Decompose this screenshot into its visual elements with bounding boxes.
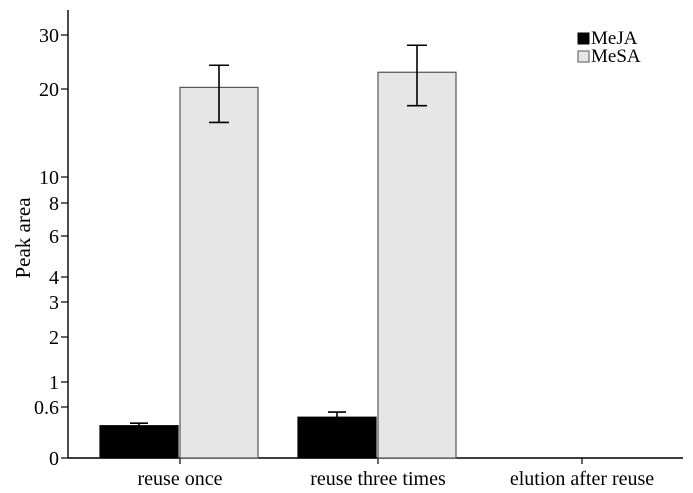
y-tick-label: 2	[49, 327, 59, 349]
y-axis-title: Peak area	[11, 197, 35, 279]
x-category-label: elution after reuse	[510, 468, 654, 490]
x-category-label: reuse three times	[310, 468, 446, 490]
legend-label-meja: MeJA	[591, 28, 638, 49]
bar-meja	[99, 425, 179, 459]
bar-meja	[297, 416, 377, 459]
legend-label-mesa: MeSA	[591, 46, 641, 67]
y-tick-label: 6	[49, 226, 59, 248]
y-tick-label: 10	[39, 167, 59, 189]
y-tick-label: 0.6	[34, 397, 59, 419]
bar-mesa	[179, 86, 259, 459]
x-axis: reuse once reuse three times elution after…	[68, 457, 683, 490]
error-bars	[130, 44, 427, 430]
bars	[99, 71, 457, 459]
y-tick-label: 4	[49, 267, 59, 289]
bar-mesa	[377, 71, 457, 459]
legend: MeJA MeSA	[577, 28, 641, 67]
y-axis: 0 0.6 1 2 3 4 6 8 10 20 30	[34, 10, 69, 470]
y-tick-label: 1	[49, 372, 59, 394]
legend-swatch-mesa	[577, 50, 590, 63]
y-tick-label: 30	[39, 25, 59, 47]
y-tick-label: 20	[39, 79, 59, 101]
x-category-label: reuse once	[138, 468, 223, 490]
y-tick-label: 8	[49, 193, 59, 215]
legend-swatch-meja	[577, 32, 590, 45]
y-tick-label: 3	[49, 292, 59, 314]
y-tick-label: 0	[49, 448, 59, 470]
